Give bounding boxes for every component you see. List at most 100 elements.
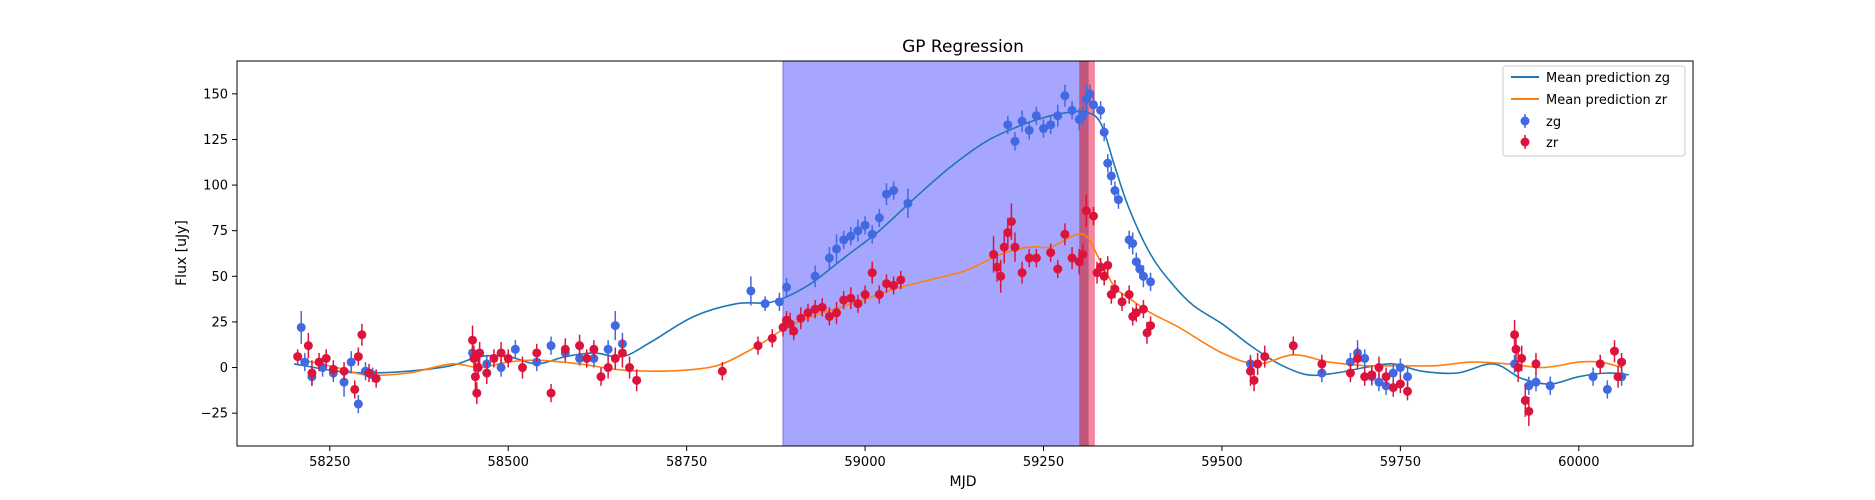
legend-box (1502, 65, 1686, 157)
y-tick-label: 25 (211, 315, 228, 330)
zr-point (1395, 379, 1405, 389)
zg-point (1017, 116, 1027, 126)
zg-point (1078, 111, 1088, 121)
zg-point (1096, 105, 1106, 115)
zr-point (314, 357, 324, 367)
zg-point (1128, 238, 1138, 248)
zg-point (903, 198, 913, 208)
zr-point (1317, 359, 1327, 369)
zr-point (1245, 366, 1255, 376)
legend-label-zg-line: Mean prediction zg (1546, 71, 1670, 86)
zg-point (746, 286, 756, 296)
zr-point (353, 352, 363, 362)
zr-point (1345, 368, 1355, 378)
zr-point (846, 293, 856, 303)
zr-point (357, 330, 367, 340)
x-tick-label: 60000 (1558, 455, 1599, 470)
zr-point (1117, 297, 1127, 307)
zr-point (364, 368, 374, 378)
zr-point (472, 388, 482, 398)
zr-point (1053, 264, 1063, 274)
y-tick-label: 150 (203, 87, 228, 102)
zg-point (839, 235, 849, 245)
zg-point (853, 226, 863, 236)
zg-point (510, 344, 520, 354)
zg-point (1395, 363, 1405, 373)
zr-point (889, 280, 899, 290)
zr-point (321, 353, 331, 363)
x-tick-label: 58500 (488, 455, 529, 470)
zg-point (782, 282, 792, 292)
zr-point (1046, 248, 1056, 258)
zg-point (546, 341, 556, 351)
y-tick-label: 75 (211, 224, 228, 239)
zr-point (596, 372, 606, 382)
zg-point (1106, 171, 1116, 181)
zg-point (1588, 372, 1598, 382)
zr-point (789, 326, 799, 336)
zg-point (774, 297, 784, 307)
zr-point (1511, 344, 1521, 354)
zr-point (1110, 284, 1120, 294)
zr-point (810, 304, 820, 314)
legend-label-zg: zg (1546, 115, 1561, 130)
zr-point (996, 271, 1006, 281)
zr-point (1017, 268, 1027, 278)
zg-point (1003, 120, 1013, 130)
zg-point (575, 353, 585, 363)
zr-point (1142, 328, 1152, 338)
plot-frame (236, 60, 1694, 447)
x-tick-label: 58750 (666, 455, 707, 470)
zr-point (496, 348, 506, 358)
zg-point (1088, 100, 1098, 110)
y-tick-label: 0 (220, 361, 228, 376)
zr-point (999, 242, 1009, 252)
zr-point (1403, 386, 1413, 396)
y-tick-label: 100 (203, 179, 228, 194)
zg-point (832, 244, 842, 254)
zg-point (346, 357, 356, 367)
zg-point (1060, 91, 1070, 101)
zr-point (1388, 383, 1398, 393)
zg-point (1024, 125, 1034, 135)
zr-point (1381, 372, 1391, 382)
zr-point (767, 333, 777, 343)
zr-point (307, 368, 317, 378)
zg-point (1146, 277, 1156, 287)
zr-point (992, 262, 1002, 272)
zr-point (1595, 359, 1605, 369)
zr-point (1353, 353, 1363, 363)
zr-point (1517, 353, 1527, 363)
zr-point (1524, 406, 1534, 416)
zg-point (339, 377, 349, 387)
zr-point (1288, 341, 1298, 351)
zg-point (760, 299, 770, 309)
zg-point (1103, 158, 1113, 168)
zr-point (1510, 330, 1520, 340)
zr-point (339, 366, 349, 376)
zr-point (371, 373, 381, 383)
zr-point (803, 308, 813, 318)
y-tick-label: 125 (203, 133, 228, 148)
zg-point (296, 322, 306, 332)
zr-point (853, 299, 863, 309)
zr-point (881, 279, 891, 289)
zr-point (328, 364, 338, 374)
zr-point (1520, 395, 1530, 405)
zg-point (1345, 357, 1355, 367)
zr-point (482, 368, 492, 378)
x-tick-label: 58250 (309, 455, 350, 470)
zg-point (1010, 136, 1020, 146)
zr-point (785, 319, 795, 329)
zr-point (589, 344, 599, 354)
zr-point (473, 363, 483, 373)
zg-point (1131, 257, 1141, 267)
legend-label-zr: zr (1546, 136, 1559, 151)
zg-point (1138, 271, 1148, 281)
x-axis-label: MJD (950, 474, 977, 490)
zr-point (860, 290, 870, 300)
zr-point (625, 363, 635, 373)
zr-point (1146, 321, 1156, 331)
zg-point (1403, 372, 1413, 382)
